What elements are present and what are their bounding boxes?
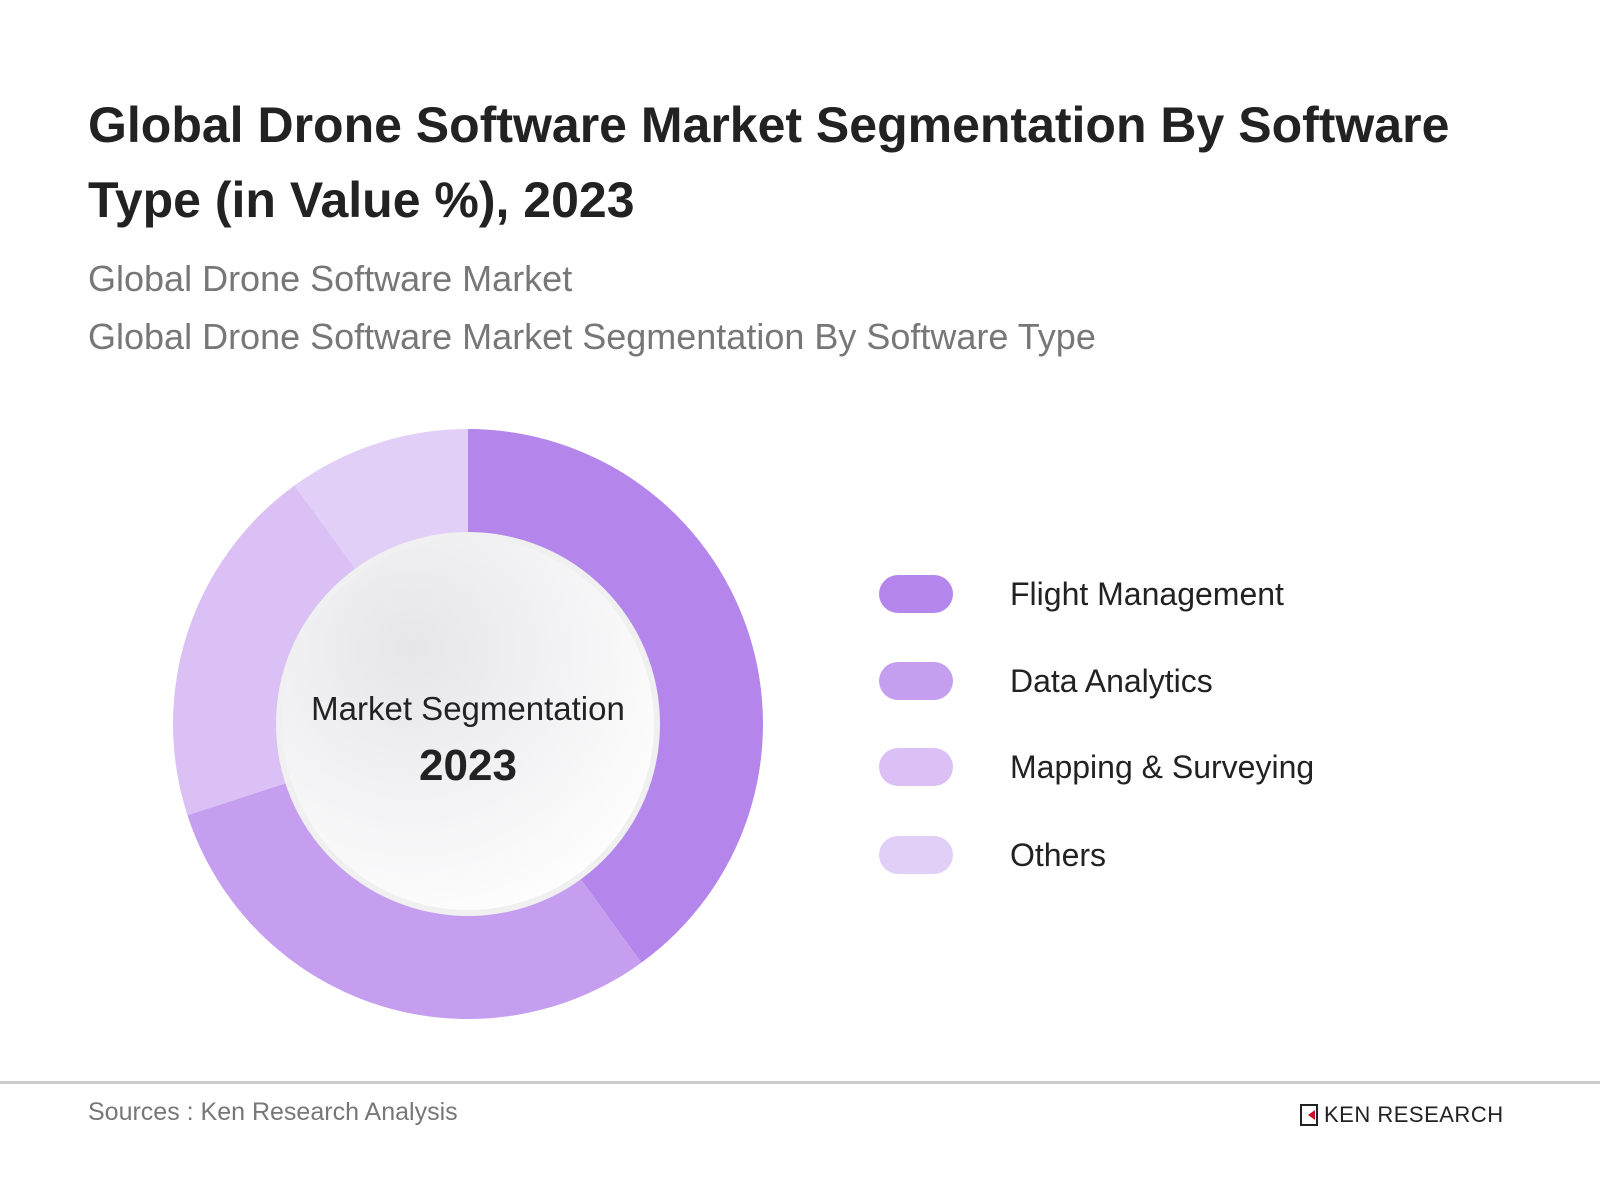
legend-label: Mapping & Surveying [1010,748,1315,785]
ken-research-logo: KEN RESEARCH [1300,1102,1504,1128]
logo-text: KEN RESEARCH [1324,1102,1504,1127]
subtitle-2: Global Drone Software Market Segmentatio… [88,316,1096,357]
legend-swatch [879,748,953,786]
slice-mapping-surveying [173,485,358,816]
legend-item: Mapping & Surveying [879,747,1314,787]
center-value: 2023 [419,741,517,790]
footer-divider [0,1081,1600,1084]
legend-item: Others [879,835,1106,875]
slice-others [294,429,468,572]
chart-title: Global Drone Software Market Segmentatio… [88,97,1450,228]
center-disc [282,538,654,910]
center-label: Market Segmentation [311,690,625,727]
source-text: Sources : Ken Research Analysis [88,1098,458,1126]
legend-label: Flight Management [1010,575,1284,612]
legend-swatch [879,575,953,613]
slice-flight-management [468,429,764,963]
subtitle-1: Global Drone Software Market [88,258,573,299]
legend-item: Flight Management [879,574,1284,614]
legend-label: Others [1010,836,1107,873]
legend-label: Data Analytics [1010,662,1213,699]
legend-swatch [879,836,953,874]
legend-item: Data Analytics [879,661,1213,701]
logo-mark-icon [1300,1104,1318,1126]
legend-swatch [879,662,953,700]
slice-data-analytics [187,782,642,1019]
